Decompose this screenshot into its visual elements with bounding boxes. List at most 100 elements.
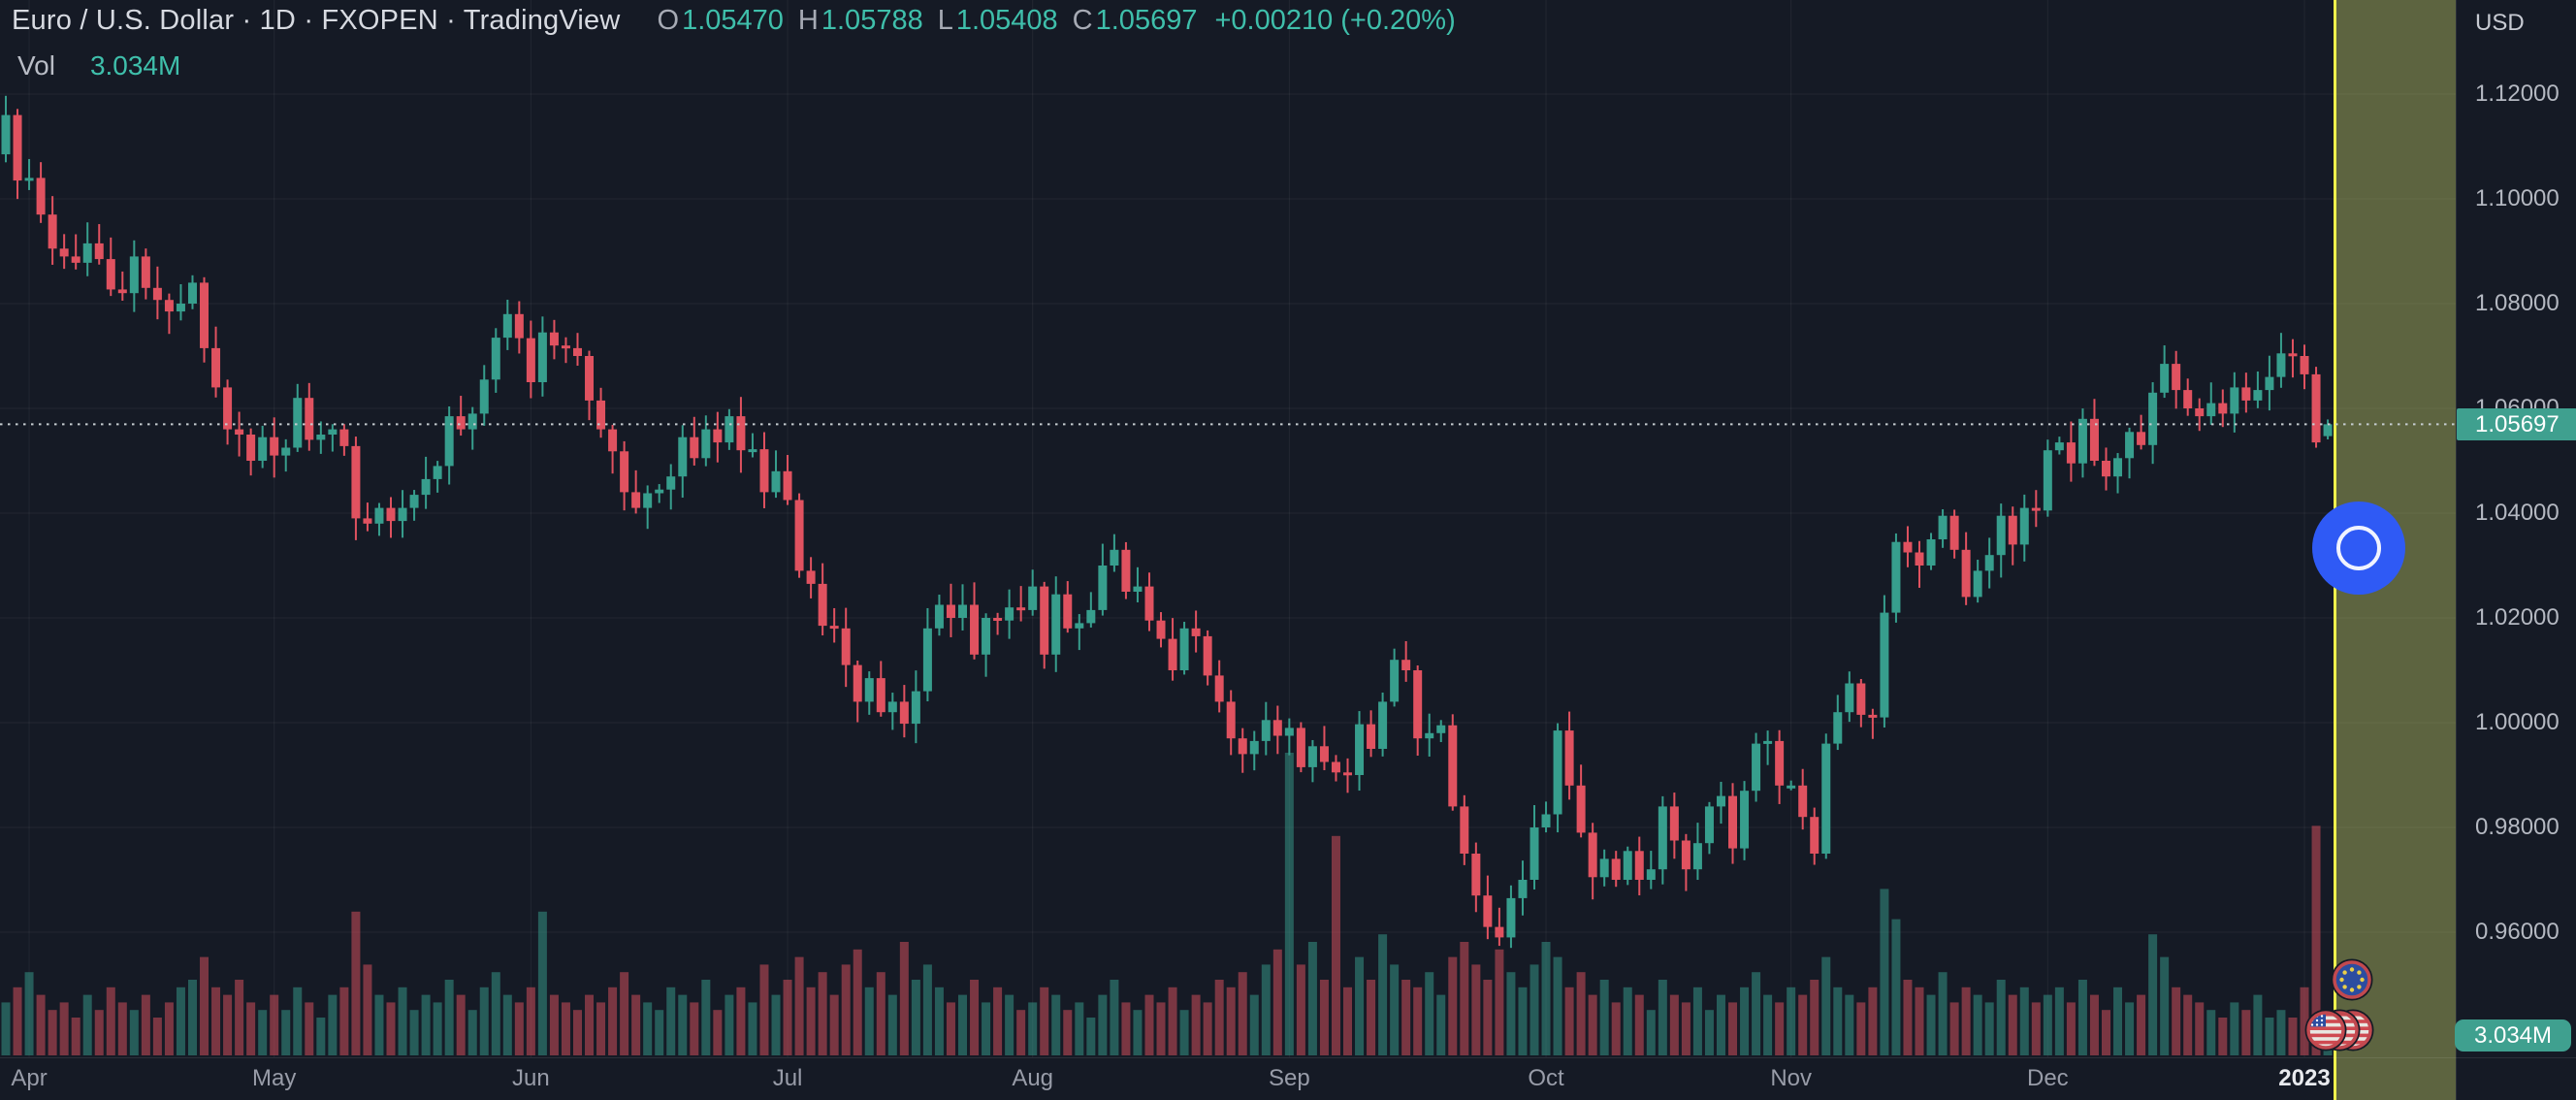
candle-body [1214,675,1224,702]
candle-body [270,437,279,456]
volume-bar [1016,1010,1026,1055]
last-price-tag: 1.05697 [2457,408,2576,441]
volume-bar [1984,1002,1994,1055]
candle-body [1005,607,1014,621]
price-tick-label: 1.00000 [2475,709,2560,735]
volume-bar [1891,919,1901,1055]
volume-bar [1343,987,1353,1055]
volume-bar [1448,956,1458,1055]
candle-body [479,379,489,414]
volume-bar [736,987,746,1055]
candle-body [2089,418,2099,461]
candle-wick [179,283,182,321]
volume-bar [59,1002,69,1055]
month-label: Sep [1268,1065,1310,1091]
month-label: Nov [1770,1065,1812,1091]
price-tick-label: 1.08000 [2475,290,2560,316]
volume-bar [351,911,361,1055]
legend-row-main: Euro / U.S. Dollar · 1D · FXOPEN · Tradi… [12,5,1456,37]
ohlc-change: +0.00210 (+0.20%) [1214,5,1456,36]
volume-bar [1051,994,1061,1055]
symbol-title[interactable]: Euro / U.S. Dollar · 1D · FXOPEN · Tradi… [12,5,621,36]
candle-body [514,313,524,339]
candle-body [1961,549,1971,598]
volume-bar [2276,1010,2286,1055]
candle-body [2288,353,2298,357]
volume-bar [106,987,115,1055]
volume-bar [1179,1010,1189,1055]
candle-body [2043,450,2052,511]
month-label: May [252,1065,297,1091]
us-flag-icon[interactable] [2304,1009,2374,1051]
chart-canvas[interactable] [0,0,2456,1100]
candle-body [456,416,466,430]
volume-bar [1810,980,1819,1055]
volume-bar [690,1002,699,1055]
candle-body [1460,806,1469,854]
volume-label: Vol [17,50,55,81]
volume-bar [305,1002,314,1055]
candle-body [1471,854,1481,896]
volume-bar [1833,987,1843,1055]
candle-wick [460,396,463,437]
month-label: Oct [1528,1065,1564,1091]
price-axis[interactable]: USD 1.120001.100001.080001.060001.040001… [2455,0,2576,1100]
candle-wick [564,337,567,364]
candle-body [1284,728,1294,736]
volume-bar [1296,964,1305,1055]
candle-body [771,470,781,493]
currency-label: USD [2475,10,2525,36]
volume-bar [479,987,489,1055]
volume-bar [829,994,839,1055]
volume-bar [328,994,338,1055]
candle-body [631,492,641,508]
candle-body [2183,390,2193,408]
eu-flag-icon[interactable] [2331,958,2373,1001]
volume-bar [1868,987,1878,1055]
price-tick-label: 0.96000 [2475,919,2560,945]
candle-body [246,435,256,461]
volume-bar [1121,1002,1131,1055]
candle-body [794,500,804,571]
blue-circle-button[interactable] [2312,501,2405,595]
volume-bar [724,994,734,1055]
candle-body [1891,541,1901,613]
candle-wick [1288,718,1291,756]
volume-bar [514,1002,524,1055]
ohlc-readout: O 1.05470 H 1.05788 L 1.05408 C 1.05697 +0.0… [658,5,1456,37]
volume-bar [1203,1002,1212,1055]
volume-bar [2253,994,2263,1055]
candle-body [36,178,46,215]
volume-bar [444,980,454,1055]
volume-bar [1063,1010,1073,1055]
candle-body [1367,724,1376,749]
volume-bar [2125,1002,2135,1055]
candle-body [690,437,699,459]
candle-body [1669,806,1679,841]
volume-bar [293,987,303,1055]
volume-bar [608,987,618,1055]
economic-event-flags[interactable] [2301,954,2382,1055]
candle-body [409,495,419,508]
candle-body [1763,740,1773,744]
candle-body [2160,364,2170,393]
volume-bar [270,994,279,1055]
candle-body [305,398,314,440]
volume-bar [1658,980,1667,1055]
volume-bar [1599,980,1609,1055]
candle-body [444,416,454,467]
volume-bar [1775,1002,1785,1055]
candle-body [1016,607,1026,611]
candle-body [1576,785,1586,833]
volume-bar [1938,972,1948,1055]
candle-wick [658,484,660,503]
candle-body [993,618,1003,621]
candle-body [1798,785,1808,818]
volume-bar [1634,994,1644,1055]
candle-body [2241,387,2251,401]
time-axis[interactable]: Apr May Jun Jul Aug Sep Oct Nov Dec 2023 [0,1057,2456,1100]
candle-wick [2291,339,2294,378]
candle-body [1203,635,1212,676]
month-label: Jul [772,1065,803,1091]
candle-body [258,437,268,461]
